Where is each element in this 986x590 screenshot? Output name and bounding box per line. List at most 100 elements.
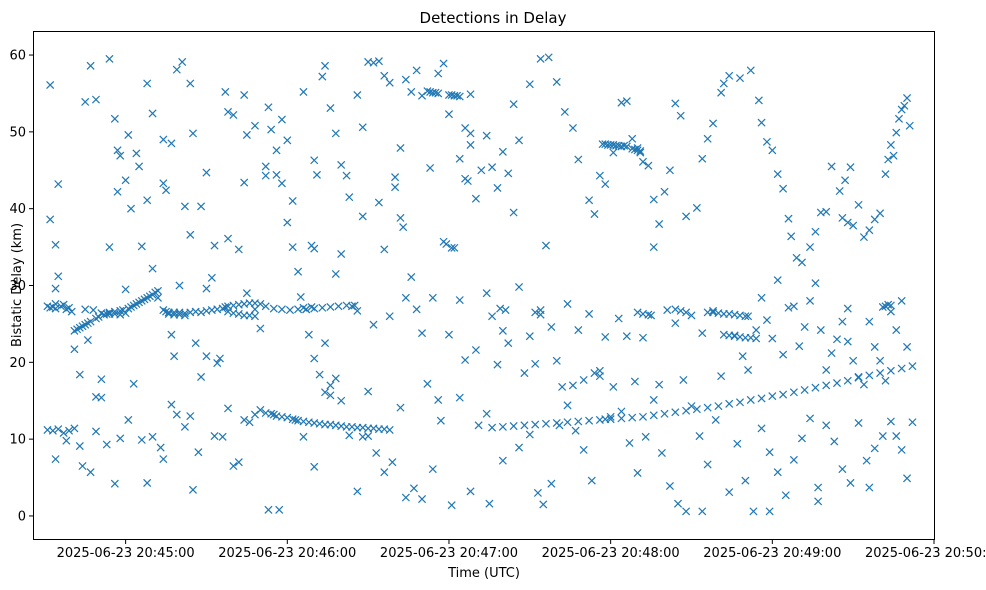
data-point bbox=[806, 296, 815, 305]
data-point bbox=[353, 90, 362, 100]
data-point bbox=[116, 151, 125, 160]
data-point bbox=[894, 114, 903, 123]
data-point bbox=[304, 330, 313, 339]
data-point bbox=[574, 155, 583, 164]
data-point bbox=[655, 220, 664, 229]
data-point bbox=[687, 311, 696, 320]
data-point bbox=[294, 267, 303, 276]
data-point bbox=[283, 218, 292, 227]
data-point bbox=[717, 88, 726, 97]
data-point bbox=[865, 483, 874, 492]
data-point bbox=[744, 312, 753, 321]
data-point bbox=[105, 54, 114, 63]
data-point bbox=[417, 495, 427, 504]
data-point bbox=[779, 184, 788, 193]
data-point bbox=[167, 139, 176, 148]
data-point bbox=[671, 319, 680, 328]
data-point bbox=[447, 501, 456, 510]
data-point bbox=[665, 481, 674, 491]
data-point bbox=[504, 169, 513, 178]
data-point bbox=[601, 180, 610, 189]
data-point bbox=[482, 131, 491, 140]
data-point bbox=[797, 434, 806, 443]
data-point bbox=[800, 322, 809, 332]
data-point bbox=[70, 424, 79, 433]
data-point bbox=[832, 379, 842, 388]
data-point bbox=[350, 301, 359, 310]
data-point bbox=[210, 241, 219, 250]
data-point bbox=[711, 415, 720, 424]
data-point bbox=[345, 193, 354, 202]
data-point bbox=[725, 399, 734, 408]
data-point bbox=[105, 243, 114, 252]
data-point bbox=[250, 312, 259, 321]
data-point bbox=[83, 336, 92, 345]
data-point bbox=[644, 161, 653, 170]
data-point bbox=[725, 71, 734, 80]
data-point bbox=[663, 306, 672, 315]
data-point bbox=[544, 53, 553, 62]
data-point bbox=[846, 163, 855, 172]
data-point bbox=[167, 400, 176, 409]
data-point bbox=[657, 448, 666, 457]
data-point bbox=[288, 196, 297, 206]
data-point bbox=[881, 376, 890, 385]
data-point bbox=[342, 171, 351, 180]
data-point bbox=[649, 243, 658, 252]
data-point bbox=[94, 312, 103, 322]
data-point bbox=[884, 155, 893, 164]
data-point bbox=[59, 300, 68, 309]
y-axis-label: Bistatic Delay (km) bbox=[10, 223, 25, 347]
data-point bbox=[242, 289, 251, 298]
data-point bbox=[194, 448, 203, 457]
data-point bbox=[881, 170, 890, 179]
data-point bbox=[463, 177, 472, 186]
data-point bbox=[51, 240, 60, 249]
data-point bbox=[121, 176, 130, 185]
data-point bbox=[714, 402, 723, 411]
data-point bbox=[78, 461, 87, 471]
data-point bbox=[417, 91, 427, 100]
y-tick-label: 30 bbox=[9, 279, 26, 294]
data-point bbox=[703, 403, 712, 412]
data-point bbox=[178, 57, 187, 66]
data-point bbox=[908, 362, 917, 371]
data-point bbox=[307, 302, 316, 312]
data-point bbox=[558, 382, 567, 391]
data-point bbox=[541, 419, 551, 428]
data-point bbox=[843, 218, 852, 227]
data-point bbox=[453, 91, 462, 100]
data-point bbox=[143, 478, 152, 487]
data-point bbox=[221, 302, 230, 312]
data-point bbox=[148, 109, 157, 118]
data-point bbox=[261, 171, 270, 180]
data-point bbox=[369, 320, 378, 329]
data-point bbox=[320, 61, 330, 70]
data-point bbox=[318, 303, 327, 312]
data-point bbox=[358, 123, 367, 132]
data-point bbox=[471, 194, 480, 203]
data-point bbox=[636, 148, 645, 157]
data-point bbox=[121, 309, 130, 318]
data-point bbox=[477, 166, 486, 175]
y-tick-label: 0 bbox=[18, 509, 26, 524]
y-tick-label: 60 bbox=[9, 49, 26, 64]
data-point bbox=[116, 306, 125, 315]
data-point bbox=[795, 342, 804, 351]
data-point bbox=[124, 130, 133, 139]
data-point bbox=[757, 293, 766, 302]
data-point bbox=[714, 309, 723, 318]
data-point bbox=[660, 187, 669, 196]
data-point bbox=[148, 432, 157, 441]
data-point bbox=[563, 418, 572, 427]
data-point bbox=[310, 156, 319, 165]
data-point bbox=[202, 284, 211, 293]
data-point bbox=[617, 414, 626, 423]
data-point bbox=[622, 97, 631, 106]
data-point bbox=[649, 395, 658, 404]
data-point bbox=[671, 408, 680, 417]
data-point bbox=[143, 79, 152, 88]
data-point bbox=[172, 410, 181, 419]
data-point bbox=[757, 424, 766, 433]
